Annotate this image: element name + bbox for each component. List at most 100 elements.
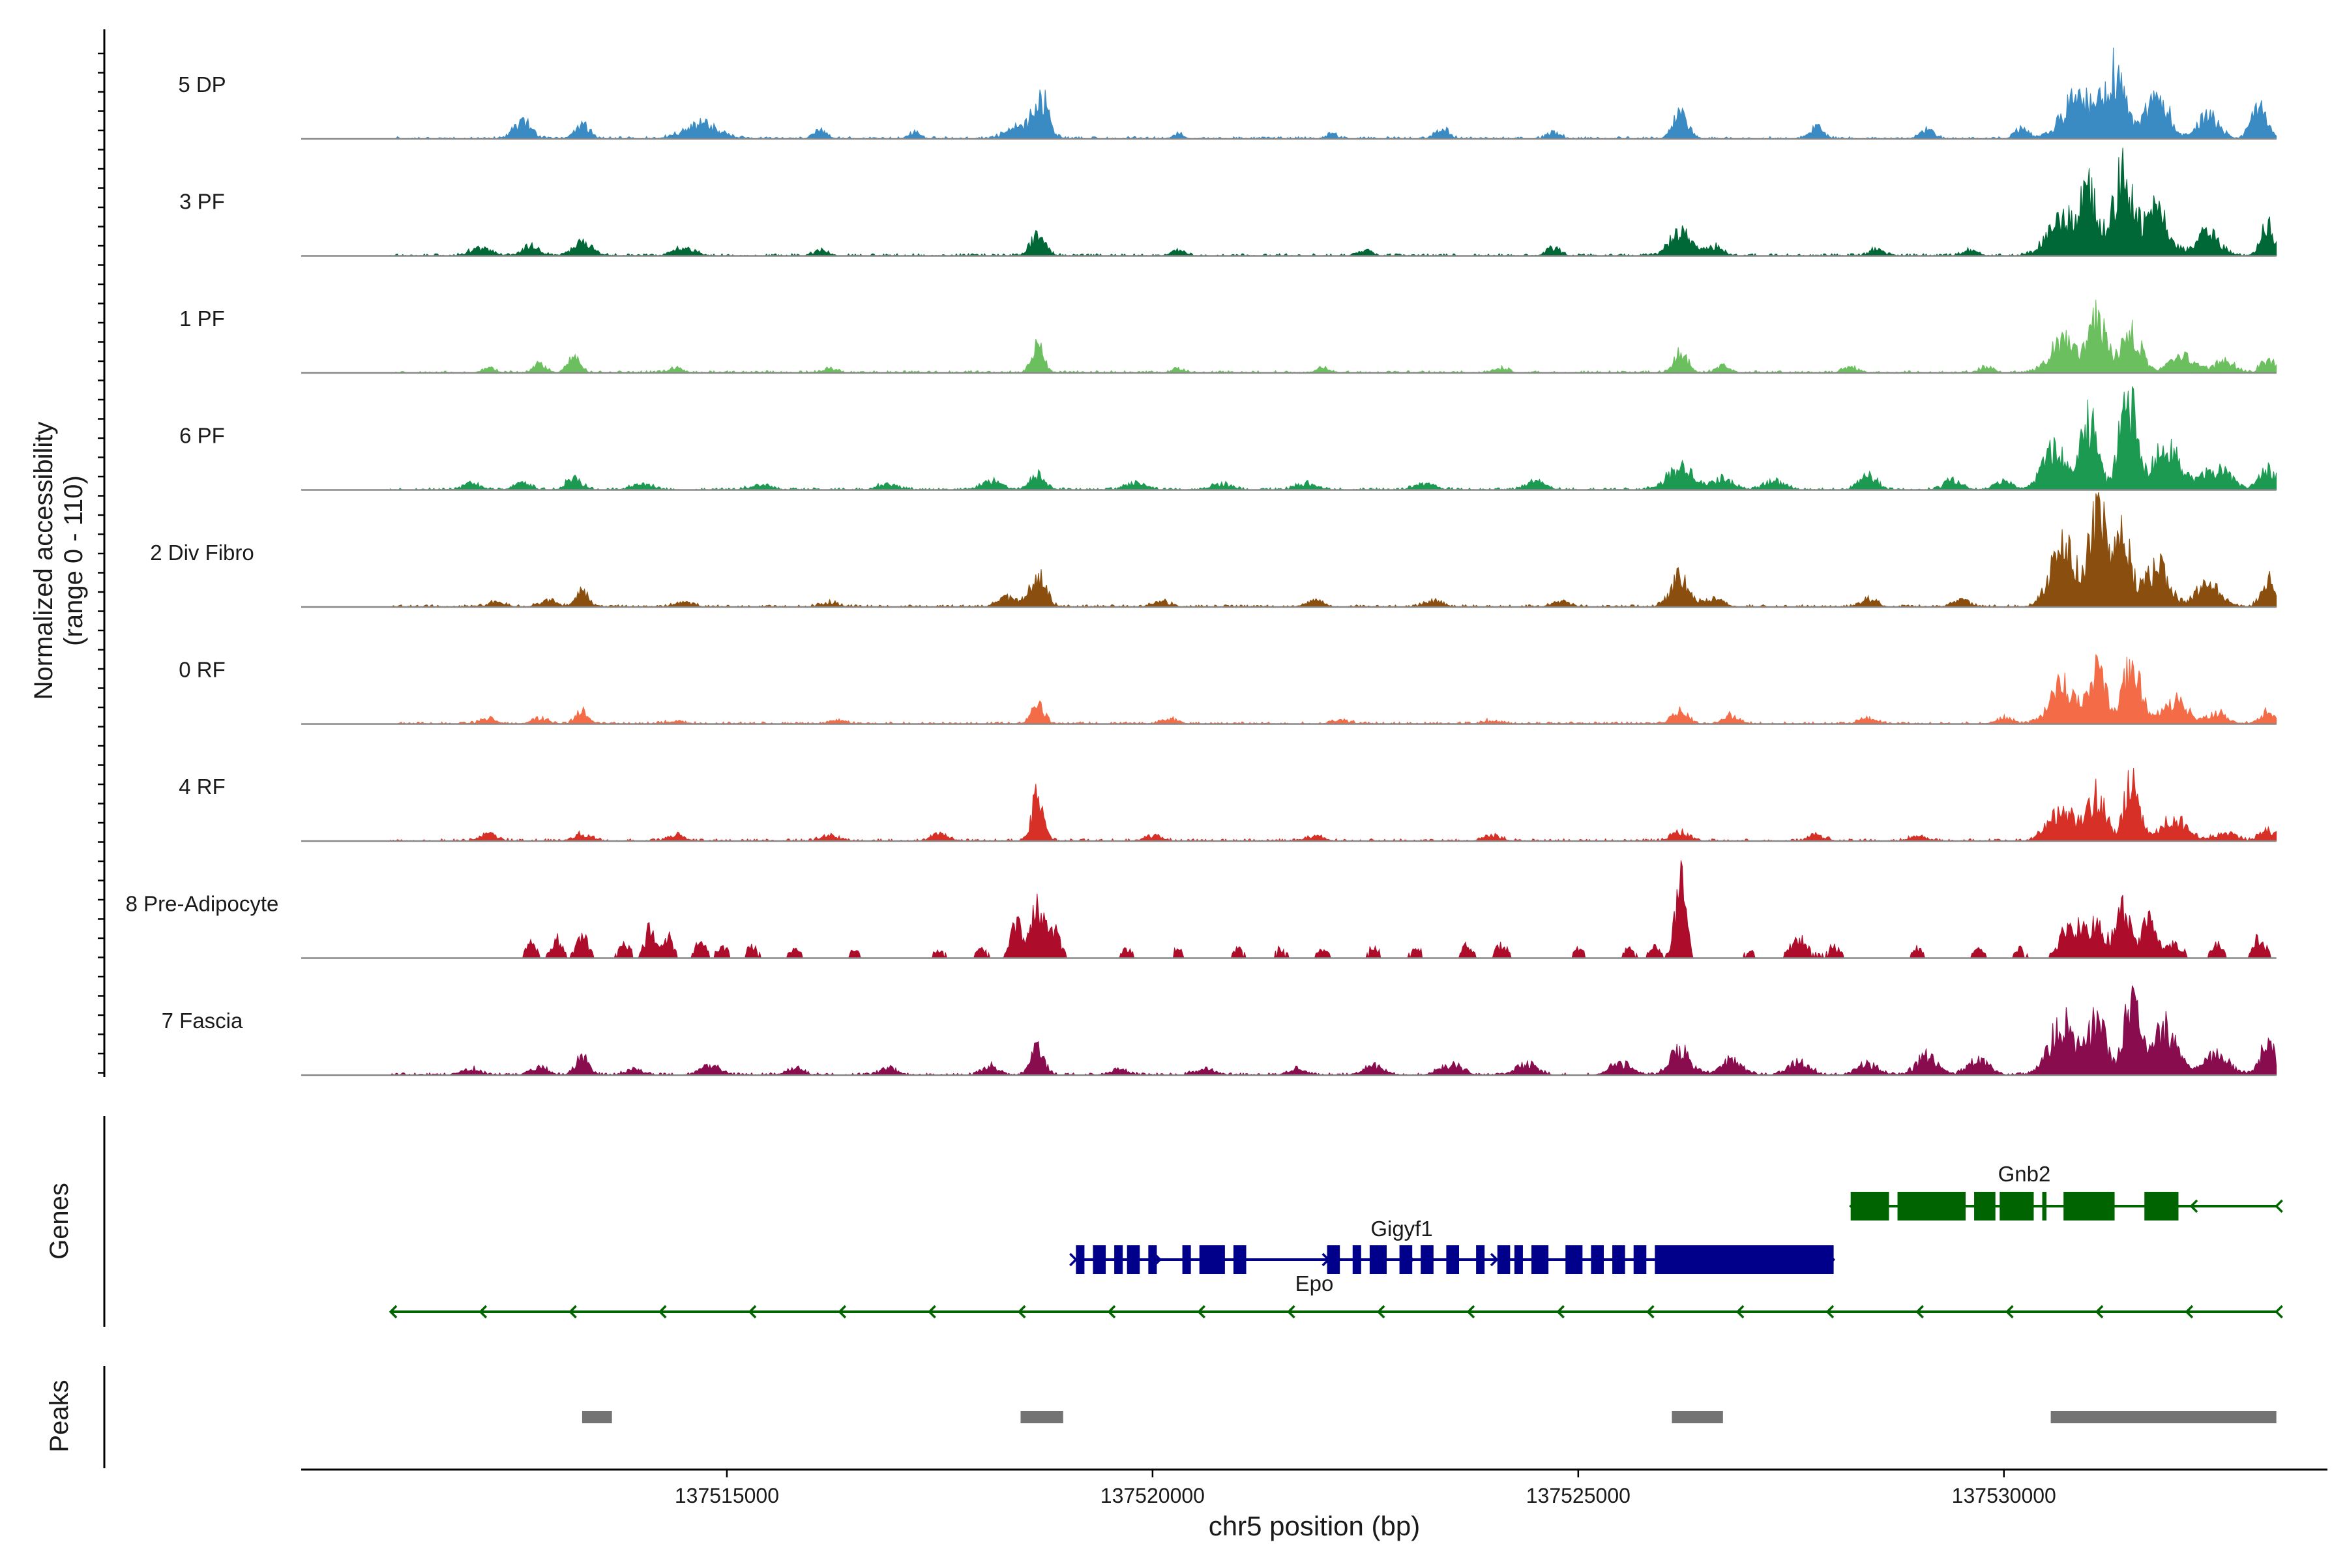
exon — [2063, 1192, 2115, 1220]
exon — [1476, 1245, 1485, 1274]
peak-region — [2050, 1411, 2277, 1423]
gene-label: Gigyf1 — [1370, 1217, 1432, 1241]
peaks-panel-label: Peaks — [45, 1380, 74, 1452]
genes-panel-label: Genes — [45, 1183, 74, 1260]
strand-arrow-icon — [479, 1305, 488, 1319]
exon — [1369, 1245, 1387, 1274]
strand-arrow-icon — [1735, 1305, 1745, 1319]
track-label: 2 Div Fibro — [150, 540, 254, 565]
strand-arrow-icon — [1197, 1305, 1206, 1319]
track-4-rf: 4 RF — [179, 767, 2277, 842]
exon — [2000, 1192, 2034, 1220]
exon — [1565, 1245, 1583, 1274]
track-label: 3 PF — [179, 190, 225, 214]
peak-region — [1020, 1411, 1063, 1423]
exon — [1514, 1245, 1523, 1274]
x-tick-label: 137525000 — [1526, 1484, 1631, 1507]
track-5-dp: 5 DP — [178, 47, 2277, 140]
strand-arrow-icon — [748, 1305, 757, 1319]
exon — [1114, 1245, 1123, 1274]
axes: 137515000 137520000 137525000 137530000 — [98, 29, 2327, 1507]
coverage-area — [391, 299, 2277, 374]
gene-label: Gnb2 — [1998, 1162, 2051, 1186]
track-label: 7 Fascia — [162, 1009, 243, 1033]
exon — [1093, 1245, 1106, 1274]
coverage-area — [390, 767, 2277, 842]
strand-arrow-icon — [838, 1305, 847, 1319]
coverage-area — [391, 860, 2277, 960]
exon — [1148, 1245, 1157, 1274]
strand-arrow-icon — [658, 1305, 667, 1319]
y-axis-label-line2: (range 0 - 110) — [59, 475, 88, 646]
strand-arrow-icon — [568, 1305, 577, 1319]
x-tick-label: 137515000 — [675, 1484, 779, 1507]
x-tick-label: 137520000 — [1100, 1484, 1205, 1507]
track-2-div-fibro: 2 Div Fibro — [150, 492, 2277, 608]
coverage-area — [391, 653, 2277, 725]
exon — [1612, 1245, 1625, 1274]
exon — [1850, 1192, 1889, 1220]
track-label: 1 PF — [179, 306, 225, 331]
coverage-area — [389, 985, 2277, 1076]
track-8-pre-adipocyte: 8 Pre-Adipocyte — [126, 860, 2277, 960]
exon — [1897, 1192, 1966, 1220]
strand-arrow-icon — [2275, 1305, 2283, 1319]
strand-arrow-icon — [928, 1305, 936, 1319]
track-3-pf: 3 PF — [179, 147, 2277, 257]
strand-arrow-icon — [1825, 1305, 1835, 1319]
exon — [1076, 1245, 1085, 1274]
exon — [1327, 1245, 1340, 1274]
exon — [1497, 1245, 1511, 1274]
track-7-fascia: 7 Fascia — [162, 985, 2277, 1076]
strand-arrow-icon — [2189, 1199, 2198, 1213]
exon — [1591, 1245, 1604, 1274]
coverage-area — [390, 147, 2277, 257]
exon — [1531, 1245, 1549, 1274]
gene-gigyf1: Gigyf1 — [1069, 1217, 1836, 1274]
strand-arrow-icon — [2185, 1305, 2194, 1319]
strand-arrow-icon — [1490, 1252, 1499, 1267]
exon — [1127, 1245, 1140, 1274]
exon — [2144, 1192, 2179, 1220]
strand-arrow-icon — [1376, 1305, 1385, 1319]
strand-arrow-icon — [1287, 1305, 1295, 1319]
peak-track — [582, 1411, 2277, 1423]
exon — [1352, 1245, 1361, 1274]
x-tick-label: 137530000 — [1952, 1484, 2056, 1507]
coverage-area — [391, 47, 2277, 140]
exon — [1974, 1192, 1996, 1220]
exon — [1399, 1245, 1413, 1274]
strand-arrow-icon — [1915, 1305, 1924, 1319]
peak-region — [1672, 1411, 1723, 1423]
strand-arrow-icon — [2005, 1305, 2014, 1319]
strand-arrow-icon — [1107, 1305, 1116, 1319]
track-0-rf: 0 RF — [179, 653, 2277, 725]
strand-arrow-icon — [1017, 1305, 1026, 1319]
strand-arrow-icon — [1069, 1252, 1078, 1267]
strand-arrow-icon — [1556, 1305, 1565, 1319]
x-axis-label: chr5 position (bp) — [1209, 1511, 1421, 1541]
gene-gnb2: Gnb2 — [1849, 1162, 2283, 1220]
track-label: 8 Pre-Adipocyte — [126, 892, 279, 916]
strand-arrow-icon — [2275, 1199, 2283, 1213]
strand-arrow-icon — [1646, 1305, 1655, 1319]
coverage-area — [390, 492, 2277, 608]
gene-epo: Epo — [389, 1271, 2283, 1319]
track-label: 5 DP — [178, 72, 226, 96]
exon — [1421, 1245, 1434, 1274]
track-1-pf: 1 PF — [179, 299, 2277, 374]
coverage-tracks: 5 DP 3 PF 1 PF 6 PF 2 Div Fibro 0 RF 4 RF 8 Pre… — [126, 47, 2277, 1076]
coverage-area — [390, 385, 2277, 491]
exon — [1446, 1245, 1459, 1274]
track-6-pf: 6 PF — [179, 385, 2277, 491]
exon — [1182, 1245, 1191, 1274]
exon — [2042, 1192, 2047, 1220]
track-label: 4 RF — [179, 775, 226, 799]
gene-label: Epo — [1295, 1271, 1334, 1295]
strand-arrow-icon — [389, 1305, 398, 1319]
exon — [1233, 1245, 1247, 1274]
exon — [1199, 1245, 1225, 1274]
gene-track: Gnb2 Gigyf1 Epo — [389, 1162, 2283, 1319]
